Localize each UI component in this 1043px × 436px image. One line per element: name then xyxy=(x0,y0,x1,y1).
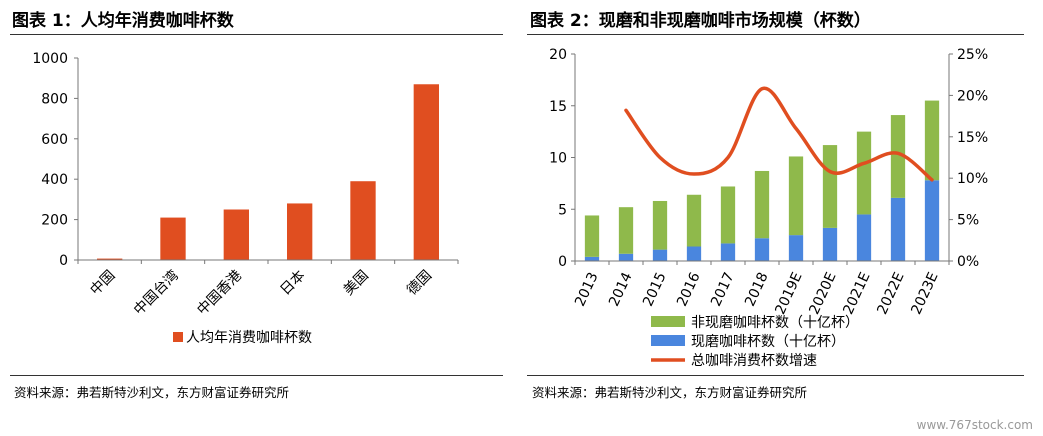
chart2-left-tick-label: 5 xyxy=(558,202,567,218)
chart2-bar-fresh xyxy=(618,253,634,261)
chart1-legend-label: 人均年消费咖啡杯数 xyxy=(186,330,312,346)
chart2-right-tick-label: 10% xyxy=(957,171,988,187)
chart2-bar-nonfresh xyxy=(618,207,634,254)
chart1-y-tick-label: 200 xyxy=(41,213,68,229)
chart1: 0 200 400 600 800 1000 中国 中国台湾 中国香港 日本 美国 德国 人均年消费… xyxy=(32,51,459,346)
chart1-x-tick-label: 日本 xyxy=(277,268,308,299)
chart2-bar-nonfresh xyxy=(924,100,940,181)
chart2-x-tick-label: 2015 xyxy=(640,270,670,309)
chart2-right-tick-label: 20% xyxy=(957,88,988,104)
chart2-bar-fresh xyxy=(788,235,804,261)
chart2-bar-nonfresh xyxy=(686,194,702,247)
figure2-source-rule xyxy=(527,375,1024,376)
chart2-x-tick-label: 2016 xyxy=(674,270,704,309)
chart2-x-tick-label: 2019E xyxy=(772,270,805,317)
chart2-right-tick-label: 15% xyxy=(957,130,988,146)
chart2-bar-nonfresh xyxy=(822,145,838,228)
chart2-x-axis: 2013 2014 2015 2016 2017 2018 2019E 2020E 2021E 2… xyxy=(572,260,950,317)
chart1-x-axis: 中国 中国台湾 中国香港 日本 美国 德国 xyxy=(77,259,459,319)
chart1-bars xyxy=(97,84,439,260)
chart1-y-axis: 0 200 400 600 800 1000 xyxy=(32,51,79,269)
chart1-bar xyxy=(413,84,439,260)
chart2-x-tick-label: 2023E xyxy=(908,270,941,317)
figure1-source: 资料来源：弗若斯特沙利文，东方财富证券研究所 xyxy=(14,385,290,400)
chart1-bar xyxy=(223,209,249,260)
chart2-x-tick-label: 2021E xyxy=(840,270,873,317)
chart2-right-tick-label: 25% xyxy=(957,47,988,63)
chart1-x-tick-label: 中国香港 xyxy=(194,268,245,319)
chart2-bar-nonfresh xyxy=(890,115,906,198)
chart2-line xyxy=(624,86,934,182)
chart2-left-tick-label: 10 xyxy=(549,151,567,167)
chart2-legend-label-nonfresh: 非现磨咖啡杯数（十亿杯） xyxy=(691,315,859,331)
chart2-left-tick-label: 20 xyxy=(549,47,567,63)
chart2-bar-fresh xyxy=(856,214,872,261)
figure1-title: 图表 1：人均年消费咖啡杯数 xyxy=(12,11,234,31)
chart2-left-axis: 0 5 10 15 20 xyxy=(549,47,576,270)
chart2-bar-nonfresh xyxy=(856,131,872,215)
chart2-legend-label-growth: 总咖啡消费杯数增速 xyxy=(691,353,817,369)
chart1-bar xyxy=(287,203,313,260)
figure1-source-rule xyxy=(10,375,503,376)
chart2-bar-fresh xyxy=(720,243,736,261)
chart2-growth-line xyxy=(624,86,934,182)
chart2-bar-fresh xyxy=(890,197,906,261)
chart2-left-tick-label: 0 xyxy=(558,254,567,270)
chart2-bar-nonfresh xyxy=(584,215,600,257)
chart2-bar-nonfresh xyxy=(652,200,668,250)
chart2-x-tick-label: 2014 xyxy=(606,270,636,309)
chart2-bar-fresh xyxy=(686,246,702,261)
watermark: www.767stock.com xyxy=(916,418,1033,432)
chart2-x-tick-label: 2013 xyxy=(572,270,602,309)
chart1-y-tick-label: 400 xyxy=(41,172,68,188)
figure2-title-rule xyxy=(527,34,1024,35)
chart1-bar xyxy=(350,181,376,260)
figure2-source: 资料来源：弗若斯特沙利文，东方财富证券研究所 xyxy=(532,385,808,400)
chart2-bar-fresh xyxy=(924,180,940,261)
chart1-y-tick-label: 0 xyxy=(59,253,68,269)
chart1-y-tick-label: 800 xyxy=(41,91,68,107)
chart2-legend-label-fresh: 现磨咖啡杯数（十亿杯） xyxy=(691,334,845,350)
chart2-left-tick-label: 15 xyxy=(549,99,567,115)
chart2-bar-nonfresh xyxy=(788,156,804,236)
chart1-bar xyxy=(97,258,123,260)
chart1-x-tick-label: 美国 xyxy=(341,268,372,299)
chart1-y-tick-label: 1000 xyxy=(32,51,68,67)
chart2-right-tick-label: 5% xyxy=(957,213,979,229)
chart2-x-tick-label: 2018 xyxy=(742,270,772,309)
chart2-right-tick-label: 0% xyxy=(957,254,979,270)
chart1-x-tick-label: 中国 xyxy=(87,268,118,299)
chart2-x-tick-label: 2020E xyxy=(806,270,839,317)
chart2-bar-fresh xyxy=(652,249,668,261)
chart1-bar xyxy=(160,217,186,260)
chart2-bar-nonfresh xyxy=(720,186,736,244)
chart2-bars xyxy=(584,100,940,261)
chart2-legend-swatch-fresh xyxy=(651,335,685,346)
chart2-x-tick-label: 2017 xyxy=(708,270,738,309)
chart1-legend-swatch xyxy=(173,332,183,342)
chart2-legend-swatch-nonfresh xyxy=(651,316,685,327)
chart1-x-tick-label: 德国 xyxy=(404,268,435,299)
chart2-right-axis: 0% 5% 10% 15% 20% 25% xyxy=(948,47,988,270)
chart1-x-tick-label: 中国台湾 xyxy=(130,267,182,319)
figure2-title: 图表 2：现磨和非现磨咖啡市场规模（杯数） xyxy=(530,11,871,31)
chart2-legend: 非现磨咖啡杯数（十亿杯） 现磨咖啡杯数（十亿杯） 总咖啡消费杯数增速 xyxy=(651,315,859,369)
chart2-bar-fresh xyxy=(584,256,600,261)
chart2-bar-nonfresh xyxy=(754,170,770,239)
chart2-x-tick-label: 2022E xyxy=(874,270,907,317)
figure1-title-rule xyxy=(10,34,503,35)
chart2-bar-fresh xyxy=(822,227,838,261)
chart2-bar-fresh xyxy=(754,238,770,261)
chart1-y-tick-label: 600 xyxy=(41,132,68,148)
chart1-legend: 人均年消费咖啡杯数 xyxy=(173,330,312,346)
